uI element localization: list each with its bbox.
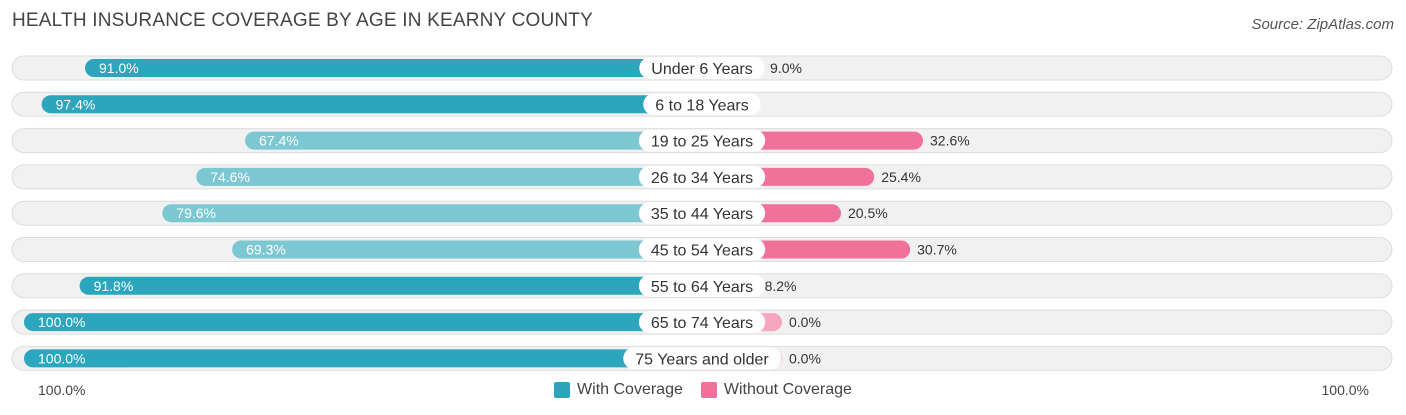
legend-label-without-coverage: Without Coverage: [723, 381, 852, 398]
value-without-coverage-45-to-54-years: 30.7%: [917, 242, 957, 258]
bar-with-coverage-65-to-74-years: [24, 313, 702, 332]
chart-title: HEALTH INSURANCE COVERAGE BY AGE IN KEAR…: [12, 10, 593, 31]
category-label-65-to-74-years: 65 to 74 Years: [651, 315, 753, 332]
category-label-55-to-64-years: 55 to 64 Years: [651, 279, 753, 296]
legend-swatch-with-coverage: [554, 382, 571, 398]
value-with-coverage-26-to-34-years: 74.6%: [210, 169, 250, 185]
category-label-6-to-18-years: 6 to 18 Years: [655, 97, 748, 114]
category-label-26-to-34-years: 26 to 34 Years: [651, 170, 753, 187]
value-with-coverage-35-to-44-years: 79.6%: [176, 205, 216, 221]
legend-label-with-coverage: With Coverage: [577, 381, 683, 398]
legend-swatch-without-coverage: [700, 382, 717, 398]
category-label-background-55-to-64-years: [638, 274, 766, 297]
category-label-background-6-to-18-years: [643, 93, 761, 116]
value-with-coverage-65-to-74-years: 100.0%: [38, 314, 85, 330]
category-label-under-6-years: Under 6 Years: [651, 61, 752, 78]
value-without-coverage-55-to-64-years: 8.2%: [765, 278, 797, 294]
value-with-coverage-19-to-25-years: 67.4%: [259, 133, 299, 149]
category-label-35-to-44-years: 35 to 44 Years: [651, 206, 753, 223]
axis-left-label: 100.0%: [38, 382, 86, 398]
bar-with-coverage-19-to-25-years: [245, 131, 702, 150]
bar-with-coverage-under-6-years: [85, 59, 702, 77]
value-without-coverage-19-to-25-years: 32.6%: [930, 133, 970, 149]
bar-with-coverage-26-to-34-years: [196, 167, 702, 186]
bar-with-coverage-35-to-44-years: [162, 204, 702, 223]
category-label-background-under-6-years: [639, 57, 765, 79]
category-label-background-19-to-25-years: [638, 129, 766, 152]
category-label-background-35-to-44-years: [638, 202, 766, 225]
value-without-coverage-75-years-and-older: 0.0%: [789, 350, 821, 366]
value-without-coverage-under-6-years: 9.0%: [770, 60, 802, 76]
bar-with-coverage-75-years-and-older: [24, 349, 702, 368]
source-label: Source: ZipAtlas.com: [1251, 16, 1394, 33]
value-with-coverage-75-years-and-older: 100.0%: [38, 350, 85, 366]
value-with-coverage-55-to-64-years: 91.8%: [94, 278, 134, 294]
axis-right-label: 100.0%: [1321, 382, 1369, 398]
value-with-coverage-6-to-18-years: 97.4%: [56, 96, 96, 112]
bar-with-coverage-55-to-64-years: [79, 276, 702, 295]
category-label-45-to-54-years: 45 to 54 Years: [651, 243, 753, 260]
value-without-coverage-26-to-34-years: 25.4%: [881, 169, 921, 185]
legend: With Coverage Without Coverage: [0, 381, 1406, 399]
category-label-background-65-to-74-years: [638, 311, 766, 334]
category-label-19-to-25-years: 19 to 25 Years: [651, 134, 753, 151]
category-label-background-45-to-54-years: [638, 238, 766, 261]
bar-with-coverage-45-to-54-years: [232, 240, 702, 259]
legend-item-without-coverage[interactable]: Without Coverage: [700, 381, 852, 399]
value-with-coverage-under-6-years: 91.0%: [99, 60, 139, 76]
value-without-coverage-65-to-74-years: 0.0%: [789, 314, 821, 330]
legend-item-with-coverage[interactable]: With Coverage: [554, 381, 683, 399]
bar-with-coverage-6-to-18-years: [41, 95, 703, 114]
category-label-background-75-years-and-older: [623, 347, 782, 370]
value-with-coverage-45-to-54-years: 69.3%: [246, 242, 286, 258]
value-without-coverage-35-to-44-years: 20.5%: [848, 205, 888, 221]
category-label-background-26-to-34-years: [638, 165, 766, 188]
category-label-75-years-and-older: 75 Years and older: [635, 351, 769, 368]
